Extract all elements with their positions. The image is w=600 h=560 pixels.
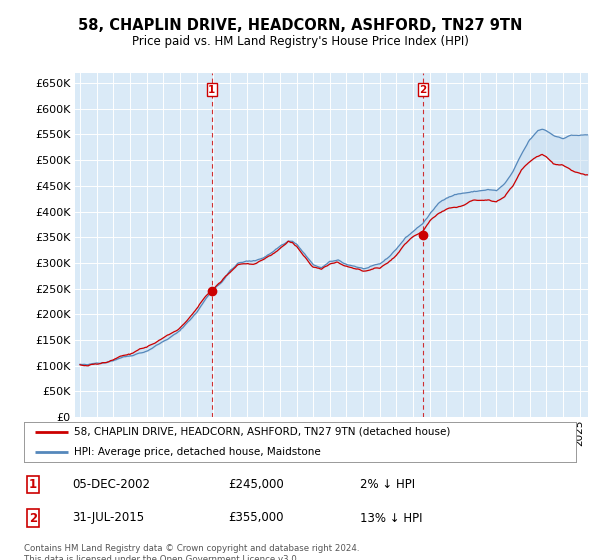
Text: 2: 2 [419, 85, 427, 95]
Text: HPI: Average price, detached house, Maidstone: HPI: Average price, detached house, Maid… [74, 447, 320, 457]
Text: Price paid vs. HM Land Registry's House Price Index (HPI): Price paid vs. HM Land Registry's House … [131, 35, 469, 49]
Text: 13% ↓ HPI: 13% ↓ HPI [360, 511, 422, 525]
Text: 1: 1 [208, 85, 215, 95]
Text: £245,000: £245,000 [228, 478, 284, 491]
Text: 58, CHAPLIN DRIVE, HEADCORN, ASHFORD, TN27 9TN (detached house): 58, CHAPLIN DRIVE, HEADCORN, ASHFORD, TN… [74, 427, 450, 437]
Text: 31-JUL-2015: 31-JUL-2015 [72, 511, 144, 525]
Text: 05-DEC-2002: 05-DEC-2002 [72, 478, 150, 491]
Text: 2: 2 [29, 511, 37, 525]
Text: 1: 1 [29, 478, 37, 491]
Text: Contains HM Land Registry data © Crown copyright and database right 2024.
This d: Contains HM Land Registry data © Crown c… [24, 544, 359, 560]
Text: 58, CHAPLIN DRIVE, HEADCORN, ASHFORD, TN27 9TN: 58, CHAPLIN DRIVE, HEADCORN, ASHFORD, TN… [78, 18, 522, 32]
Text: 2% ↓ HPI: 2% ↓ HPI [360, 478, 415, 491]
Text: £355,000: £355,000 [228, 511, 284, 525]
